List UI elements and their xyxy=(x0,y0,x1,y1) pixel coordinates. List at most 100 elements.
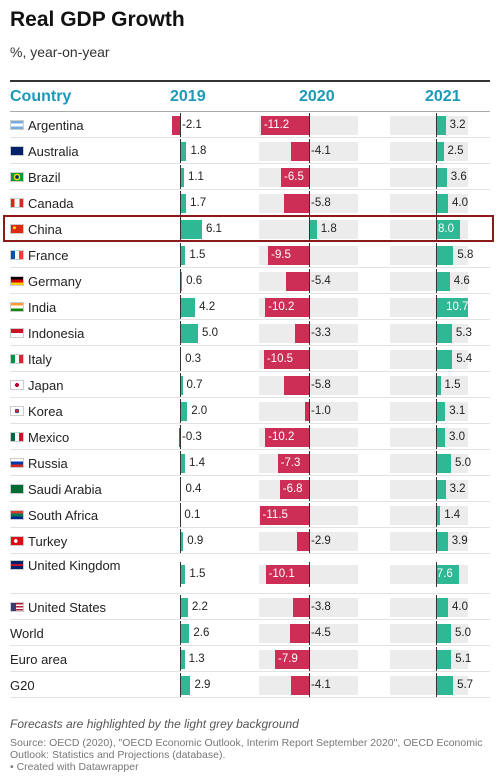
zero-axis-2021 xyxy=(436,372,437,398)
india-flag-icon xyxy=(10,302,24,312)
bar-2021 xyxy=(436,271,450,291)
value-label-2020: -3.3 xyxy=(311,327,331,339)
table-row: Saudi Arabia 0.4 -6.8 3.2 xyxy=(10,476,490,502)
zero-axis-2020 xyxy=(309,502,310,528)
country-name: Canada xyxy=(28,195,74,211)
value-label-2021: 5.1 xyxy=(455,653,472,665)
table-row: Euro area 1.3 -7.9 5.1 xyxy=(10,646,490,672)
forecast-background xyxy=(390,427,468,447)
forecast-background xyxy=(390,141,468,161)
zero-axis-2021 xyxy=(436,424,437,450)
value-label-2020: 1.8 xyxy=(320,223,337,235)
row-divider xyxy=(10,189,490,190)
value-label-2020: -5.4 xyxy=(311,275,331,287)
value-label-2021: 1.5 xyxy=(444,379,461,391)
forecast-background xyxy=(390,245,468,265)
zero-axis-2021 xyxy=(436,190,437,216)
bar-2021 xyxy=(436,323,452,343)
row-divider xyxy=(10,619,490,620)
value-label-2021: 3.9 xyxy=(451,535,468,547)
value-label-2020: -4.1 xyxy=(311,145,331,157)
bar-2019 xyxy=(180,141,187,161)
zero-axis-2021 xyxy=(436,528,437,554)
zero-axis-2019 xyxy=(180,476,181,502)
zero-axis-2021 xyxy=(436,216,437,242)
row-divider xyxy=(10,319,490,320)
value-label-2019: 2.0 xyxy=(191,405,208,417)
bar-2019 xyxy=(180,675,191,695)
zero-axis-2019 xyxy=(180,502,181,528)
value-label-2021: 4.0 xyxy=(452,601,468,613)
zero-axis-2020 xyxy=(309,112,310,138)
table-row: South Africa 0.1 -11.5 1.4 xyxy=(10,502,490,528)
argentina-flag-icon xyxy=(10,120,24,130)
page-title: Real GDP Growth xyxy=(10,8,185,31)
zero-axis-2020 xyxy=(309,398,310,424)
datawrapper-credit: • Created with Datawrapper xyxy=(10,761,139,773)
country-name: G20 xyxy=(10,677,35,693)
row-divider xyxy=(10,475,490,476)
turkey-flag-icon xyxy=(10,536,24,546)
russia-flag-icon xyxy=(10,458,24,468)
value-label-2021: 8.0 xyxy=(438,223,454,235)
table-row: World 2.6 -4.5 5.0 xyxy=(10,620,490,646)
value-label-2020: -10.2 xyxy=(268,431,295,443)
bar-2020 xyxy=(281,167,309,187)
bar-2021 xyxy=(436,597,448,617)
zero-axis-2019 xyxy=(180,672,181,698)
bar-2019 xyxy=(180,193,187,213)
forecast-background xyxy=(390,115,468,135)
bar-2020 xyxy=(291,141,309,161)
bar-2019 xyxy=(180,401,188,421)
table-row: France 1.5 -9.5 5.8 xyxy=(10,242,490,268)
zero-axis-2021 xyxy=(436,112,437,138)
zero-axis-2021 xyxy=(436,138,437,164)
row-divider xyxy=(10,137,490,138)
bar-2019 xyxy=(180,271,183,291)
mexico-flag-icon xyxy=(10,432,24,442)
bar-2019 xyxy=(180,167,184,187)
bar-2019 xyxy=(180,531,184,551)
bar-2020 xyxy=(279,479,309,499)
value-label-2020: -10.1 xyxy=(268,568,295,580)
country-name: Brazil xyxy=(28,169,61,185)
bar-2021 xyxy=(436,531,448,551)
row-divider xyxy=(10,397,490,398)
country-name: India xyxy=(28,299,57,315)
row-divider xyxy=(10,527,490,528)
italy-flag-icon xyxy=(10,354,24,364)
value-label-2021: 3.6 xyxy=(450,171,467,183)
value-label-2020: -7.9 xyxy=(278,653,298,665)
row-divider xyxy=(10,553,490,554)
china-highlight-box xyxy=(3,215,494,242)
forecast-background xyxy=(390,531,468,551)
zero-axis-2019 xyxy=(180,138,181,164)
header-rule xyxy=(10,111,490,112)
value-label-2019: 6.1 xyxy=(205,223,222,235)
value-label-2021: 1.4 xyxy=(444,509,461,521)
country-name: Italy xyxy=(28,351,52,367)
row-divider xyxy=(10,163,490,164)
value-label-2020: -2.9 xyxy=(311,535,331,547)
zero-axis-2021 xyxy=(436,502,437,528)
bar-2021 xyxy=(436,564,459,584)
zero-axis-2019 xyxy=(180,398,181,424)
zero-axis-2020 xyxy=(309,372,310,398)
zero-axis-2020 xyxy=(309,242,310,268)
bar-2020 xyxy=(296,531,309,551)
value-label-2019: 0.7 xyxy=(186,379,203,391)
country-name: China xyxy=(28,221,62,237)
country-name: Argentina xyxy=(28,117,84,133)
country-name: United Kingdom xyxy=(28,558,121,573)
zero-axis-2019 xyxy=(180,372,181,398)
value-label-2021: 4.0 xyxy=(452,197,468,209)
column-header-2019: 2019 xyxy=(170,88,206,105)
bar-2020 xyxy=(265,564,309,584)
value-label-2020: -10.2 xyxy=(268,301,295,313)
bar-2021 xyxy=(436,505,441,525)
zero-axis-2021 xyxy=(436,450,437,476)
bar-2020 xyxy=(285,271,309,291)
value-label-2019: 1.4 xyxy=(189,457,206,469)
value-label-2021: 10.7 xyxy=(446,301,469,313)
row-divider xyxy=(10,423,490,424)
